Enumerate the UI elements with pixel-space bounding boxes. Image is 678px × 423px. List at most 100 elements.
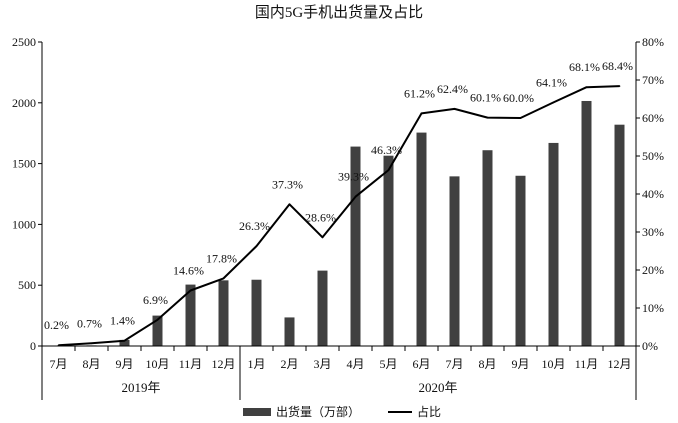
data-label: 39.3% (338, 170, 369, 184)
left-tick-label: 2500 (12, 35, 36, 49)
data-label: 68.1% (569, 60, 600, 74)
category-label: 11月 (575, 357, 599, 371)
bar (581, 100, 592, 346)
right-tick-label: 80% (642, 35, 664, 49)
legend-label-bar: 出货量（万部） (276, 404, 360, 419)
year-labels: 2019年 2020年 (121, 380, 457, 395)
data-label: 61.2% (404, 86, 435, 100)
axes (41, 42, 637, 400)
category-label: 1月 (247, 357, 265, 371)
category-label: 10月 (145, 357, 169, 371)
line-point (156, 318, 159, 321)
right-tick-label: 10% (642, 301, 664, 315)
category-label: 9月 (115, 357, 133, 371)
line-point (321, 236, 324, 239)
bar (614, 124, 625, 346)
legend-swatch-bar (243, 408, 271, 416)
right-tick-label: 70% (642, 73, 664, 87)
line-series (57, 85, 621, 347)
data-label: 6.9% (143, 293, 168, 307)
data-label: 0.2% (44, 318, 69, 332)
data-label: 37.3% (272, 177, 303, 191)
right-tick-label: 20% (642, 263, 664, 277)
bar (185, 284, 196, 346)
line-point (288, 203, 291, 206)
category-label: 3月 (313, 357, 331, 371)
line-point (453, 108, 456, 110)
category-label: 7月 (445, 357, 463, 371)
bar (119, 339, 130, 346)
data-label: 60.0% (503, 91, 534, 105)
category-label: 11月 (179, 357, 203, 371)
category-labels: 7月 8月 9月 10月 11月 12月 1月 2月 3月 4月 5月 6月 7月 8月 9月 10月 11月 1… (49, 357, 631, 371)
category-label: 8月 (478, 357, 496, 371)
data-label: 28.6% (305, 210, 336, 224)
line-point (255, 245, 258, 247)
category-label: 4月 (346, 357, 364, 371)
right-axis: 0% 10% 20% 30% 40% 50% 60% 70% 80% (636, 35, 664, 353)
bar (515, 175, 526, 346)
left-tick-label: 1500 (12, 157, 36, 171)
data-label: 64.1% (536, 75, 567, 89)
data-label: 17.8% (206, 251, 237, 265)
category-label: 12月 (211, 357, 235, 371)
category-label: 8月 (82, 357, 100, 371)
right-tick-label: 40% (642, 187, 664, 201)
line-point (519, 117, 522, 119)
line-point (123, 339, 126, 342)
data-label: 14.6% (173, 264, 204, 278)
left-tick-label: 500 (18, 278, 36, 292)
category-label: 2月 (280, 357, 298, 371)
line-point (354, 195, 357, 198)
bar (284, 317, 295, 346)
line-point (387, 169, 390, 171)
left-axis: 0 500 1000 1500 2000 2500 (12, 35, 42, 353)
legend-label-line: 占比 (417, 404, 441, 419)
category-label: 9月 (511, 357, 529, 371)
right-tick-label: 0% (642, 339, 658, 353)
line-point (189, 289, 192, 292)
year-label: 2019年 (121, 380, 160, 395)
category-label: 7月 (49, 357, 67, 371)
line-point (618, 85, 621, 87)
left-tick-label: 1000 (12, 217, 36, 231)
data-label: 0.7% (77, 316, 102, 330)
data-label: 1.4% (110, 314, 135, 328)
bar (416, 132, 427, 346)
data-label: 68.4% (602, 59, 633, 73)
bar (317, 270, 328, 346)
bar (383, 155, 394, 346)
category-label: 12月 (607, 357, 631, 371)
category-label: 5月 (379, 357, 397, 371)
line-point (90, 342, 93, 345)
share-line (58, 85, 620, 347)
line-point (585, 86, 588, 89)
right-tick-label: 30% (642, 225, 664, 239)
category-label: 6月 (412, 357, 430, 371)
data-label: 46.3% (371, 143, 402, 157)
bar (251, 279, 262, 346)
data-label: 60.1% (470, 91, 501, 105)
bar (218, 280, 229, 346)
left-tick-label: 0 (30, 339, 36, 353)
bar (350, 146, 361, 346)
data-labels: 0.2% 0.7% 1.4% 6.9% 14.6%17.8% 26.3% 37.3% 28.6… (44, 59, 633, 332)
right-tick-label: 50% (642, 149, 664, 163)
right-tick-label: 60% (642, 111, 664, 125)
data-label: 62.4% (437, 82, 468, 96)
line-point (222, 277, 225, 280)
bar-series (86, 100, 625, 346)
left-tick-label: 2000 (12, 96, 36, 110)
line-point (420, 112, 423, 115)
legend: 出货量（万部） 占比 (243, 404, 441, 419)
year-label: 2020年 (418, 380, 457, 395)
line-point (552, 101, 555, 104)
chart-title: 国内5G手机出货量及占比 (255, 4, 423, 21)
bar (152, 315, 163, 346)
data-label: 26.3% (239, 219, 270, 233)
line-point (486, 116, 489, 119)
bar (548, 142, 559, 346)
bar (449, 176, 460, 346)
bar (482, 150, 493, 346)
